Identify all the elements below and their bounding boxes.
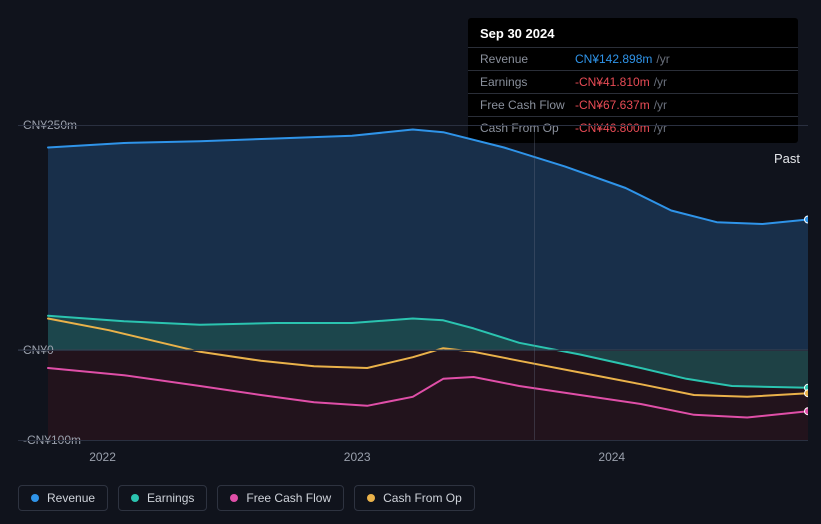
tooltip-row: RevenueCN¥142.898m/yr	[468, 48, 798, 71]
x-axis-label: 2022	[89, 450, 116, 464]
legend-dot-icon	[131, 494, 139, 502]
legend-item[interactable]: Cash From Op	[354, 485, 475, 511]
legend-label: Earnings	[147, 491, 194, 505]
legend-label: Free Cash Flow	[246, 491, 331, 505]
tooltip-row-label: Revenue	[480, 52, 575, 66]
reference-vline	[534, 125, 535, 440]
legend-dot-icon	[230, 494, 238, 502]
tooltip-row-suffix: /yr	[654, 98, 667, 112]
legend-item[interactable]: Earnings	[118, 485, 207, 511]
tooltip-row-value: -CN¥67.637m	[575, 98, 650, 112]
legend-label: Cash From Op	[383, 491, 462, 505]
tooltip-row-label: Earnings	[480, 75, 575, 89]
legend-dot-icon	[367, 494, 375, 502]
legend: Revenue Earnings Free Cash Flow Cash From O…	[18, 485, 475, 511]
tooltip-row-suffix: /yr	[654, 75, 667, 89]
tooltip-date: Sep 30 2024	[468, 18, 798, 48]
tooltip-row-suffix: /yr	[656, 52, 669, 66]
tooltip-row-value: CN¥142.898m	[575, 52, 652, 66]
chart-svg	[18, 125, 808, 440]
financials-chart: Past CN¥250mCN¥0-CN¥100m202220232024	[18, 125, 808, 440]
gridline	[18, 350, 808, 351]
legend-dot-icon	[31, 494, 39, 502]
past-label: Past	[774, 151, 800, 166]
tooltip-row: Earnings-CN¥41.810m/yr	[468, 71, 798, 94]
tooltip-row-label: Free Cash Flow	[480, 98, 575, 112]
gridline	[18, 125, 808, 126]
legend-label: Revenue	[47, 491, 95, 505]
tooltip-row: Free Cash Flow-CN¥67.637m/yr	[468, 94, 798, 117]
tooltip-row-value: -CN¥41.810m	[575, 75, 650, 89]
legend-item[interactable]: Free Cash Flow	[217, 485, 344, 511]
gridline	[18, 440, 808, 441]
x-axis-label: 2024	[598, 450, 625, 464]
legend-item[interactable]: Revenue	[18, 485, 108, 511]
x-axis-label: 2023	[344, 450, 371, 464]
